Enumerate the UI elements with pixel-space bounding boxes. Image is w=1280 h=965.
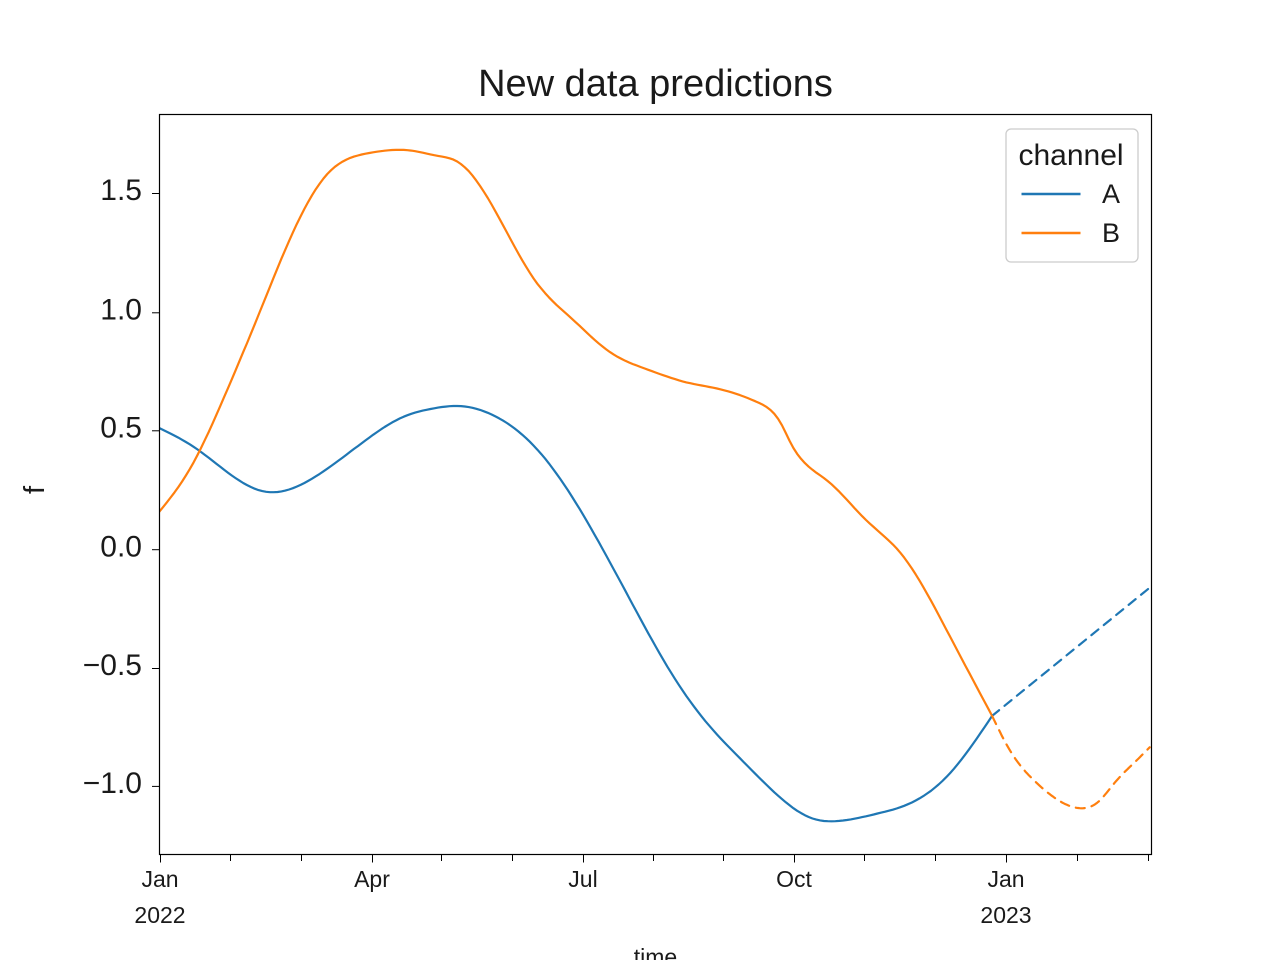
svg-text:2023: 2023 <box>980 902 1031 928</box>
svg-text:Jul: Jul <box>568 866 597 892</box>
svg-text:Oct: Oct <box>776 866 812 892</box>
svg-text:B: B <box>1102 218 1120 248</box>
svg-text:2022: 2022 <box>134 902 185 928</box>
svg-text:Jan: Jan <box>987 866 1024 892</box>
svg-text:0.5: 0.5 <box>100 412 142 445</box>
svg-text:1.0: 1.0 <box>100 294 142 327</box>
svg-text:A: A <box>1102 179 1120 209</box>
svg-text:−1.0: −1.0 <box>83 767 142 800</box>
svg-text:Jan: Jan <box>141 866 178 892</box>
svg-text:1.5: 1.5 <box>100 174 142 207</box>
svg-text:channel: channel <box>1018 139 1123 172</box>
svg-text:−0.5: −0.5 <box>83 649 142 682</box>
svg-text:0.0: 0.0 <box>100 531 142 564</box>
svg-text:Apr: Apr <box>354 866 390 892</box>
svg-text:New data predictions: New data predictions <box>478 63 833 105</box>
svg-text:f: f <box>19 485 51 494</box>
svg-text:time: time <box>634 944 677 960</box>
